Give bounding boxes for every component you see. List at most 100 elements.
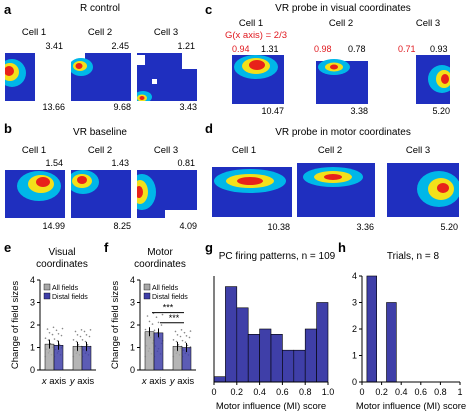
x-tick-label: x axis <box>41 376 67 387</box>
data-point <box>85 334 88 336</box>
panel-d-cell1-firing-map <box>212 163 292 217</box>
panel-c-cell1-label: Cell 1 <box>238 18 264 29</box>
histogram-bar <box>225 286 238 383</box>
panel-b-cell2-label: Cell 2 <box>87 145 113 156</box>
panel-letter-g: g <box>205 240 213 255</box>
panel-c-cell2-peak-red: 0.98 <box>314 44 332 54</box>
panel-c-cell3-peak-red: 0.71 <box>398 44 416 54</box>
panel-d-cell2-max: 3.36 <box>356 222 374 232</box>
panel-b-title: VR baseline <box>73 127 127 138</box>
y-tick-label: 4 <box>30 275 35 285</box>
data-point <box>79 335 82 338</box>
panel-a-cell2-max: 9.68 <box>113 102 131 112</box>
legend-swatch <box>43 283 51 291</box>
panel-letter-h: h <box>338 240 346 255</box>
data-point <box>181 339 184 342</box>
panel-letter-b: b <box>4 121 12 136</box>
data-point <box>153 329 156 332</box>
panel-b-cell3-label: Cell 3 <box>153 145 179 156</box>
data-point <box>177 344 180 346</box>
histogram-bar <box>259 328 272 383</box>
x-tick-label: 0.4 <box>253 387 266 397</box>
x-tick-label: 0.6 <box>276 387 289 397</box>
histogram-bar <box>386 302 397 383</box>
panel-b-cell3-peak: 0.81 <box>177 158 195 168</box>
panel-letter-f: f <box>104 240 109 255</box>
legend-label: Distal fields <box>152 294 188 301</box>
data-point <box>80 329 83 331</box>
panel-d-cell3-max: 5.20 <box>440 222 458 232</box>
y-tick-label: 3 <box>30 298 35 308</box>
data-point <box>89 329 92 331</box>
panel-b-cell3-max: 4.09 <box>179 221 197 231</box>
data-point <box>58 343 61 346</box>
data-point <box>186 344 189 347</box>
panel-d-cell1-max: 10.38 <box>267 222 290 232</box>
panel-b-cell2-firing-map <box>71 170 131 218</box>
panel-c-cell3-peak: 0.93 <box>430 44 448 54</box>
data-point <box>48 331 51 334</box>
data-point <box>88 335 91 338</box>
panel-a-cell1-peak: 3.41 <box>45 41 63 51</box>
x-tick-label: 0 <box>211 387 216 397</box>
x-tick-label: y axis <box>69 376 95 387</box>
y-tick-label: 0 <box>30 365 35 375</box>
panel-b-cell2-max: 8.25 <box>113 221 131 231</box>
panel-a-cell3-firing-map <box>137 53 197 101</box>
legend-swatch <box>143 292 151 300</box>
y-tick-label: 2 <box>352 324 357 334</box>
panel-b-cell1-firing-map <box>5 170 65 218</box>
data-point <box>179 335 182 338</box>
x-tick-label: 0.4 <box>395 387 408 397</box>
data-point <box>183 331 186 334</box>
panel-c-cell2-label: Cell 2 <box>328 18 354 29</box>
data-point <box>174 330 177 333</box>
histogram-bar <box>236 307 249 383</box>
panel-c-cell2-max: 3.38 <box>350 106 368 116</box>
bar <box>144 331 155 371</box>
gain-annotation: G(x axis) = 2/3 <box>224 30 288 41</box>
y-tick-label: 1 <box>352 351 357 361</box>
panel-b-cell3-firing-map <box>137 170 197 218</box>
x-tick-label: 1.0 <box>322 387 335 397</box>
panel-d-cell3-label: Cell 3 <box>405 145 431 156</box>
panel-a-cell3-label: Cell 3 <box>153 27 179 38</box>
y-tick-label: 0 <box>352 377 357 387</box>
panel-e-title-line1: Visual <box>48 247 76 258</box>
data-point <box>161 313 164 316</box>
histogram-bar <box>270 334 283 383</box>
data-point <box>55 329 58 332</box>
data-point <box>146 315 149 317</box>
data-point <box>77 344 80 346</box>
y-tick-label: 1 <box>30 343 35 353</box>
panel-f-chart: 0 1 2 3 4 Change of field sizes x axis y axis Al… <box>110 275 196 387</box>
panel-a-cell2-peak: 2.45 <box>111 41 129 51</box>
legend-swatch <box>43 292 51 300</box>
y-tick-label: 0 <box>130 365 135 375</box>
data-point <box>160 324 163 326</box>
bar <box>153 332 164 371</box>
panel-g-title: PC firing patterns, n = 109 <box>218 251 336 262</box>
data-point <box>184 341 187 344</box>
histogram-bar <box>293 349 306 383</box>
data-point <box>72 339 75 341</box>
histogram-bar <box>304 328 317 383</box>
panel-b-cell2-peak: 1.43 <box>111 158 129 168</box>
data-point <box>175 340 178 343</box>
panel-d-cell2-firing-map <box>297 163 375 217</box>
legend-label: Distal fields <box>52 294 88 301</box>
data-point <box>157 321 160 324</box>
y-tick-label: 4 <box>130 275 135 285</box>
data-point <box>60 334 63 337</box>
panel-c-cell1-peak: 1.31 <box>261 44 279 54</box>
panel-a-cell3-max: 3.43 <box>179 102 197 112</box>
x-tick-label: 1 <box>457 387 462 397</box>
x-axis-label: Motor influence (MI) score <box>216 401 326 412</box>
data-point <box>151 323 154 325</box>
panel-d-cell3-firing-map <box>387 163 459 217</box>
data-point <box>189 330 192 332</box>
panel-letter-c: c <box>205 2 213 17</box>
y-axis-label: Change of field sizes <box>110 281 121 369</box>
data-point <box>53 338 56 340</box>
panel-f-title-line1: Motor <box>147 247 173 258</box>
